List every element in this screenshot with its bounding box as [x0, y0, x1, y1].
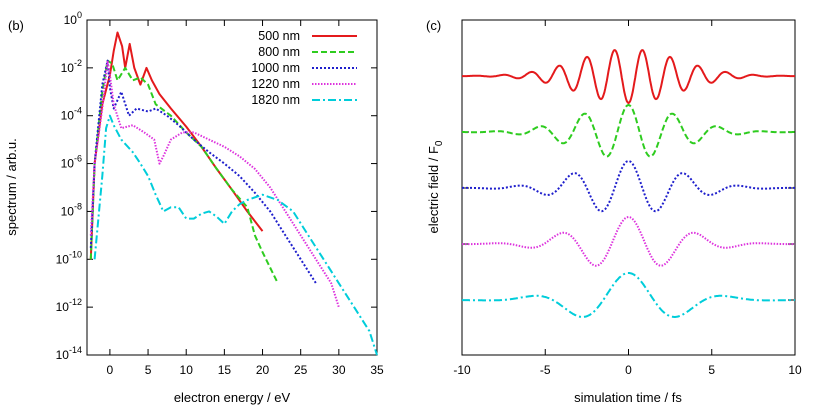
spectrum-line-800nm — [89, 59, 279, 284]
y-tick-label: 10-14 — [56, 345, 82, 362]
x-tick-label: -10 — [453, 363, 471, 377]
spectrum-x-ticks: 0 5 10 15 20 25 30 35 — [107, 20, 384, 377]
y-tick-label: 10-6 — [61, 154, 82, 171]
legend-label: 500 nm — [258, 29, 300, 43]
x-tick-label: 5 — [708, 363, 715, 377]
spectrum-panel: (b) 0 5 10 15 20 25 30 35 10010-210-410-610-810… — [4, 10, 384, 405]
field-y-label-sub: 0 — [434, 140, 445, 146]
field-x-ticks: -10 -5 0 5 10 — [453, 20, 802, 377]
x-tick-label: 0 — [625, 363, 632, 377]
spectrum-series — [89, 31, 378, 356]
x-tick-label: 10 — [788, 363, 802, 377]
field-y-ticks — [462, 75, 795, 301]
y-tick-label: 10-4 — [61, 106, 82, 123]
x-tick-label: 0 — [107, 363, 114, 377]
x-tick-label: 5 — [145, 363, 152, 377]
field-panel: (c) -10 -5 0 5 10 simulation time / fs elect… — [426, 18, 802, 405]
field-series — [461, 49, 796, 318]
field-x-label: simulation time / fs — [574, 390, 682, 405]
spectrum-line-1820nm — [93, 114, 378, 356]
field-y-label-main: electric field / F — [426, 146, 441, 233]
field-trace-1220nm — [461, 216, 796, 267]
y-tick-label: 10-10 — [56, 249, 82, 266]
field-trace-800nm — [461, 104, 796, 158]
x-tick-label: -5 — [540, 363, 551, 377]
spectrum-y-label: spectrum / arb.u. — [4, 138, 19, 236]
field-trace-1000nm — [461, 160, 796, 213]
spectrum-line-500nm — [89, 31, 264, 260]
x-tick-label: 30 — [332, 363, 346, 377]
spectrum-line-1220nm — [89, 59, 340, 308]
y-tick-label: 100 — [64, 10, 82, 27]
x-tick-label: 15 — [218, 363, 232, 377]
panel-label-b: (b) — [8, 18, 24, 33]
legend-label: 800 nm — [258, 45, 300, 59]
legend-label: 1220 nm — [251, 77, 300, 91]
legend-label: 1000 nm — [251, 61, 300, 75]
spectrum-plot-frame — [86, 19, 378, 356]
field-y-label: electric field / F0 — [426, 140, 445, 233]
y-tick-label: 10-2 — [61, 58, 82, 75]
panel-label-c: (c) — [426, 18, 441, 33]
y-tick-label: 10-8 — [61, 201, 82, 218]
legend: 500 nm 800 nm 1000 nm 1220 nm 1820 nm — [251, 29, 357, 107]
x-tick-label: 20 — [256, 363, 270, 377]
spectrum-y-ticks: 100 10-2 10-4 10-6 10-8 10-10 10-12 10-14 — [56, 10, 377, 362]
x-tick-label: 35 — [370, 363, 384, 377]
field-trace-1820nm — [461, 272, 796, 318]
spectrum-x-label: electron energy / eV — [174, 390, 291, 405]
field-trace-500nm — [461, 49, 796, 104]
y-tick-label: 10-12 — [56, 297, 82, 314]
legend-label: 1820 nm — [251, 93, 300, 107]
x-tick-label: 25 — [294, 363, 308, 377]
x-tick-label: 10 — [180, 363, 194, 377]
